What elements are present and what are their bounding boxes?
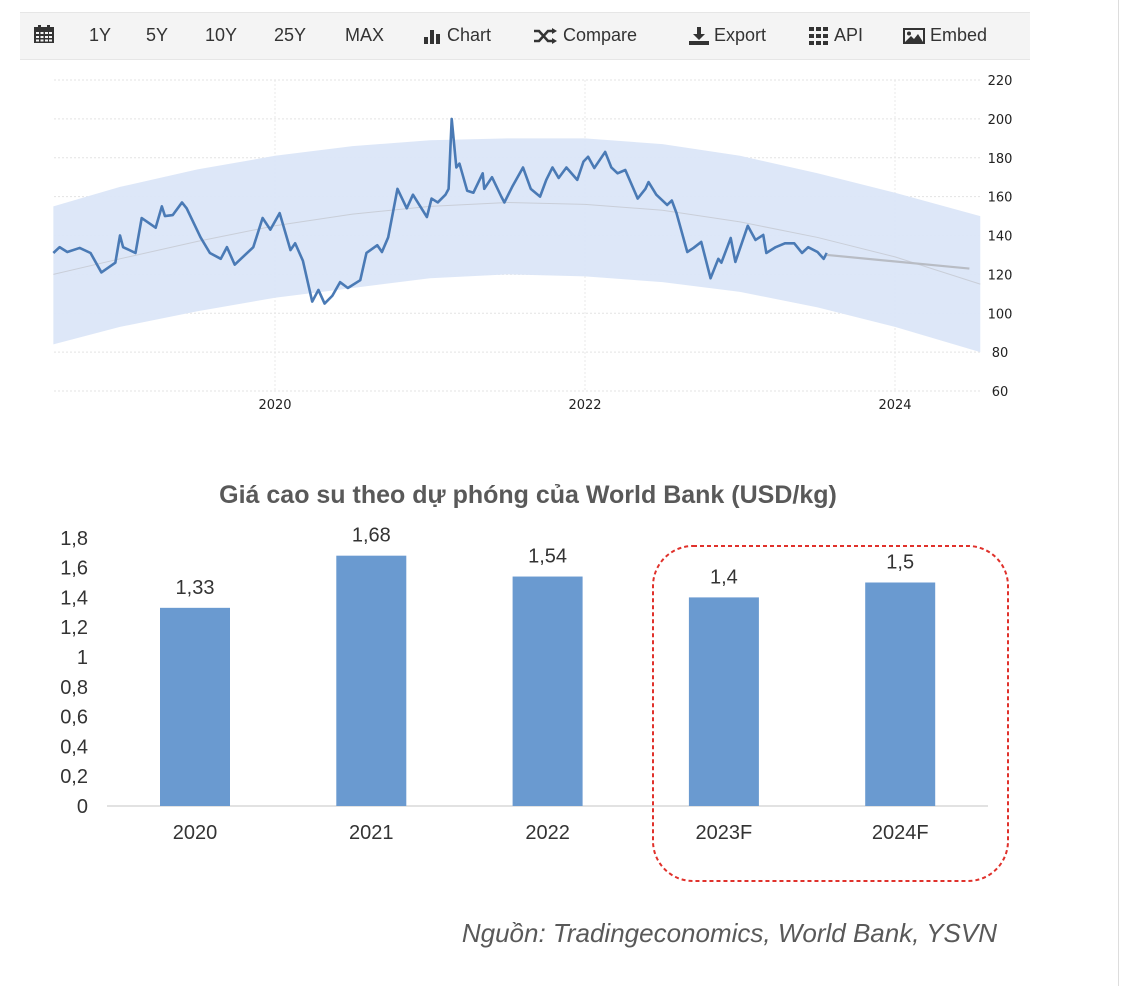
- chart-label: Chart: [447, 25, 492, 45]
- x-category-label: 2023F: [696, 822, 753, 844]
- bar-data-label: 1,4: [710, 566, 738, 588]
- y-tick-label: 100: [988, 307, 1013, 322]
- range-max-button[interactable]: MAX: [345, 25, 385, 45]
- x-category-label: 2022: [525, 822, 570, 844]
- trend-line: [53, 201, 981, 285]
- range-10y-button[interactable]: 10Y: [205, 25, 238, 45]
- y-tick-label: 60: [992, 385, 1009, 400]
- compare-label: Compare: [563, 25, 638, 45]
- shuffle-icon: [534, 27, 557, 44]
- embed-label: Embed: [930, 25, 988, 45]
- y-tick-label: 0,8: [60, 677, 88, 699]
- bar: [336, 555, 407, 806]
- y-tick-label: 1,2: [60, 617, 88, 639]
- embed-button[interactable]: Embed: [903, 25, 987, 46]
- y-tick-label: 1,4: [60, 587, 88, 609]
- bar-chart-icon: [424, 29, 440, 44]
- y-tick-label: 140: [988, 230, 1013, 245]
- chart-toolbar: 1Y 5Y 10Y 25Y MAX Chart Compare Export A…: [20, 12, 1030, 60]
- bar-data-label: 1,33: [176, 577, 215, 599]
- x-tick-label: 2024: [878, 398, 911, 413]
- y-tick-label: 1,8: [60, 528, 88, 550]
- forecast-band: [53, 138, 981, 353]
- api-label: API: [834, 25, 864, 45]
- x-category-label: 2021: [349, 822, 394, 844]
- x-category-label: 2024F: [872, 822, 929, 844]
- bar: [512, 576, 583, 806]
- y-tick-label: 220: [988, 74, 1013, 89]
- x-category-label: 2020: [173, 822, 218, 844]
- source-note: Nguồn: Tradingeconomics, World Bank, YSV…: [461, 918, 997, 948]
- y-tick-label: 200: [988, 113, 1013, 128]
- export-button[interactable]: Export: [689, 25, 766, 46]
- calendar-icon: [34, 25, 54, 43]
- page-edge-divider: [1118, 0, 1119, 986]
- y-tick-label: 80: [992, 346, 1009, 361]
- y-tick-label: 0: [77, 796, 88, 818]
- chart-type-button[interactable]: Chart: [424, 25, 491, 46]
- bar: [688, 597, 759, 806]
- export-label: Export: [714, 25, 767, 45]
- y-tick-label: 0,4: [60, 736, 88, 758]
- y-tick-label: 120: [988, 268, 1013, 283]
- compare-button[interactable]: Compare: [534, 25, 637, 46]
- bar: [865, 582, 936, 806]
- grid-icon: [809, 26, 828, 45]
- x-tick-label: 2022: [568, 398, 601, 413]
- range-5y-button[interactable]: 5Y: [146, 25, 169, 45]
- forecast-bar-chart: Giá cao su theo dự phóng của World Bank …: [60, 481, 1009, 882]
- price-series-line: [52, 117, 828, 305]
- bar-data-label: 1,68: [352, 525, 391, 547]
- bar-data-label: 1,5: [886, 552, 914, 574]
- y-tick-label: 0,2: [60, 766, 88, 788]
- bar-data-label: 1,54: [528, 546, 567, 568]
- download-icon: [689, 26, 709, 45]
- y-tick-label: 180: [988, 152, 1013, 167]
- range-25y-button[interactable]: 25Y: [274, 25, 307, 45]
- price-line-chart: 60 80 100 120 140 160 180 200 220 2020 2022 2024: [52, 74, 1013, 413]
- x-tick-label: 2020: [258, 398, 291, 413]
- image-icon: [903, 27, 925, 44]
- y-tick-label: 160: [988, 191, 1013, 206]
- y-tick-label: 0,6: [60, 707, 88, 729]
- forecast-series-line: [826, 253, 970, 270]
- api-button[interactable]: API: [809, 25, 863, 46]
- y-tick-label: 1,6: [60, 558, 88, 580]
- y-tick-label: 1: [77, 647, 88, 669]
- bar: [160, 607, 230, 806]
- range-1y-button[interactable]: 1Y: [89, 25, 112, 45]
- forecast-highlight-box: [652, 545, 1009, 882]
- calendar-button[interactable]: [34, 25, 54, 43]
- bar-chart-title: Giá cao su theo dự phóng của World Bank …: [219, 481, 837, 509]
